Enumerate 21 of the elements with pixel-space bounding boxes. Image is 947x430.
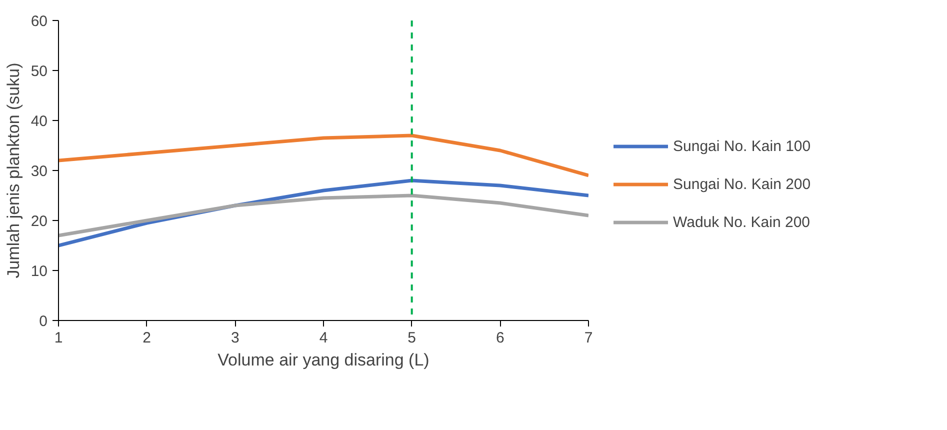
x-tick-label: 5 (408, 330, 416, 346)
x-tick-label: 1 (54, 330, 63, 346)
y-tick-label: 0 (39, 313, 48, 330)
y-tick-label: 40 (30, 113, 48, 130)
y-tick-label: 30 (30, 163, 48, 180)
y-tick-label: 50 (30, 63, 48, 80)
x-axis-title: Volume air yang disaring (L) (218, 350, 430, 370)
legend-label: Sungai No. Kain 200 (673, 176, 811, 192)
x-tick-label: 3 (230, 330, 240, 346)
x-tick-label: 4 (319, 330, 328, 346)
legend-label: Waduk No. Kain 200 (673, 214, 810, 230)
x-tick-label: 6 (496, 330, 504, 346)
legend-label: Sungai No. Kain 100 (673, 138, 811, 154)
y-tick-label: 10 (30, 263, 48, 280)
line-series (58, 194, 588, 238)
x-tick-label: 7 (584, 330, 593, 346)
line-series (58, 134, 588, 178)
x-tick-label: 2 (142, 330, 152, 346)
y-tick-label: 20 (30, 213, 48, 230)
y-axis-title: Jumlah jenis plankton (suku) (4, 62, 23, 278)
y-tick-label: 60 (30, 13, 48, 30)
